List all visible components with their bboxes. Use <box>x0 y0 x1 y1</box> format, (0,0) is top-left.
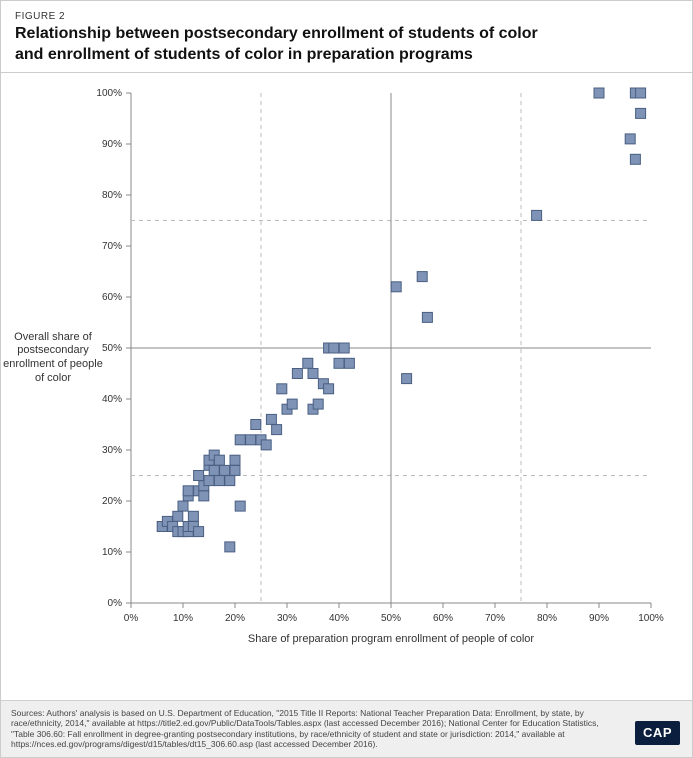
svg-text:50%: 50% <box>381 613 401 624</box>
y-axis-title: Overall share of postsecondary enrollmen… <box>3 331 103 386</box>
svg-text:10%: 10% <box>173 613 193 624</box>
svg-text:90%: 90% <box>589 613 609 624</box>
svg-text:80%: 80% <box>102 190 122 201</box>
svg-text:20%: 20% <box>102 496 122 507</box>
svg-text:0%: 0% <box>108 598 123 609</box>
svg-text:70%: 70% <box>102 241 122 252</box>
svg-text:30%: 30% <box>277 613 297 624</box>
svg-text:30%: 30% <box>102 445 122 456</box>
svg-text:100%: 100% <box>638 613 664 624</box>
svg-text:100%: 100% <box>96 88 122 99</box>
svg-text:20%: 20% <box>225 613 245 624</box>
plot-area: 0%10%20%30%40%50%60%70%80%90%100%0%10%20… <box>131 93 651 603</box>
sources-block: Sources: Authors' analysis is based on U… <box>1 700 692 758</box>
figure-label: FIGURE 2 <box>1 1 692 24</box>
sources-text: Sources: Authors' analysis is based on U… <box>11 708 599 750</box>
svg-text:0%: 0% <box>124 613 139 624</box>
x-axis-title: Share of preparation program enrollment … <box>131 633 651 645</box>
svg-text:40%: 40% <box>102 394 122 405</box>
svg-text:60%: 60% <box>102 292 122 303</box>
figure-container: FIGURE 2 Relationship between postsecond… <box>0 0 693 758</box>
svg-text:80%: 80% <box>537 613 557 624</box>
chart-title-line1: Relationship between postsecondary enrol… <box>15 24 678 45</box>
svg-text:40%: 40% <box>329 613 349 624</box>
svg-text:50%: 50% <box>102 343 122 354</box>
scatter-plot: 0%10%20%30%40%50%60%70%80%90%100%0%10%20… <box>131 93 651 603</box>
title-block: Relationship between postsecondary enrol… <box>1 24 692 73</box>
svg-text:60%: 60% <box>433 613 453 624</box>
svg-text:10%: 10% <box>102 547 122 558</box>
chart-title-line2: and enrollment of students of color in p… <box>15 45 678 66</box>
svg-text:70%: 70% <box>485 613 505 624</box>
svg-text:90%: 90% <box>102 139 122 150</box>
cap-logo: CAP <box>635 721 680 745</box>
plot-wrap: Overall share of postsecondary enrollmen… <box>1 73 692 663</box>
